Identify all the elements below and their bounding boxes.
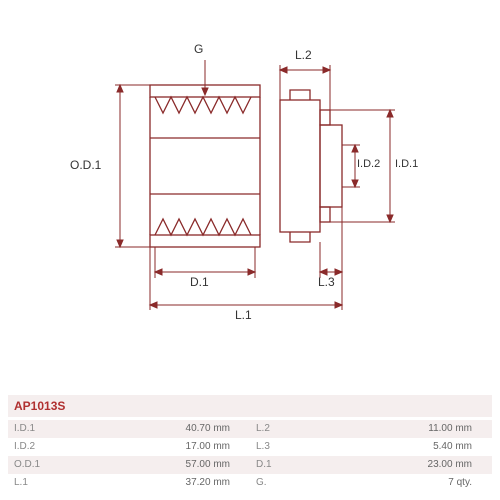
part-code: AP1013S — [8, 395, 492, 417]
spec-label: I.D.1 — [8, 420, 68, 438]
spec-value: 37.20 mm — [68, 474, 250, 492]
table-row: L.1 37.20 mm G. 7 qty. — [8, 474, 492, 492]
spec-value: 57.00 mm — [68, 456, 250, 474]
spec-label: I.D.2 — [8, 438, 68, 456]
spec-value: 23.00 mm — [310, 456, 492, 474]
table-row: I.D.1 40.70 mm L.2 11.00 mm — [8, 420, 492, 438]
spec-label: O.D.1 — [8, 456, 68, 474]
spec-label: D.1 — [250, 456, 310, 474]
spec-value: 11.00 mm — [310, 420, 492, 438]
spec-value: 5.40 mm — [310, 438, 492, 456]
spec-label: L.3 — [250, 438, 310, 456]
spec-value: 17.00 mm — [68, 438, 250, 456]
spec-value: 40.70 mm — [68, 420, 250, 438]
label-id2: I.D.2 — [357, 158, 380, 170]
label-g: G — [194, 42, 203, 56]
label-l1: L.1 — [235, 308, 252, 322]
label-id1: I.D.1 — [395, 158, 418, 170]
label-l2: L.2 — [295, 48, 312, 62]
spec-label: L.1 — [8, 474, 68, 492]
spec-label: L.2 — [250, 420, 310, 438]
label-d1: D.1 — [190, 275, 209, 289]
label-l3: L.3 — [318, 275, 335, 289]
spec-label: G. — [250, 474, 310, 492]
spec-value: 7 qty. — [310, 474, 492, 492]
spec-table: I.D.1 40.70 mm L.2 11.00 mm I.D.2 17.00 … — [8, 420, 492, 492]
technical-drawing: G O.D.1 D.1 L.1 L.2 L.3 I.D.2 I.D.1 — [60, 10, 440, 380]
label-od1: O.D.1 — [70, 158, 101, 172]
table-row: I.D.2 17.00 mm L.3 5.40 mm — [8, 438, 492, 456]
table-row: O.D.1 57.00 mm D.1 23.00 mm — [8, 456, 492, 474]
